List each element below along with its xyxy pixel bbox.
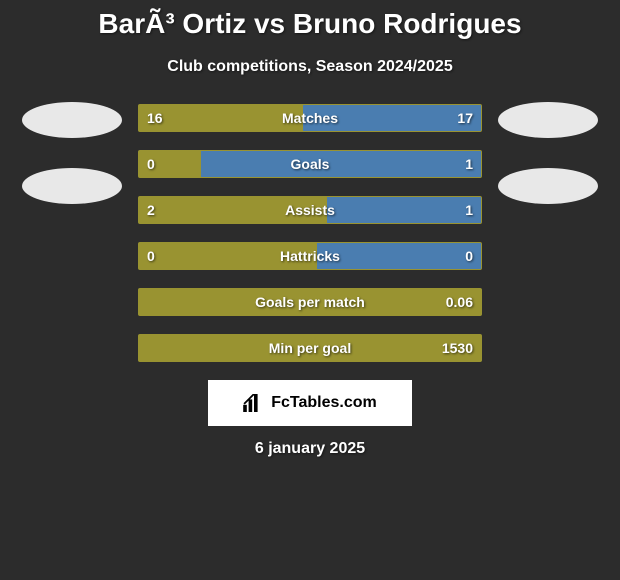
bar-value-right: 1530 [442,340,473,356]
bar-label: Goals per match [139,294,481,310]
logo-box: FcTables.com [208,380,412,426]
stat-bar: 16Matches17 [138,104,482,132]
bar-value-right: 1 [465,202,473,218]
avatar-player2 [498,168,598,204]
bar-value-right: 0.06 [446,294,473,310]
avatar-player1 [22,102,122,138]
stat-bar: Min per goal1530 [138,334,482,362]
date-label: 6 january 2025 [255,440,365,458]
fctables-icon [243,394,265,412]
stat-bar: 0Goals1 [138,150,482,178]
logo-text: FcTables.com [271,394,377,412]
bar-label: Matches [139,110,481,126]
chart-area: 16Matches170Goals12Assists10Hattricks0Go… [22,104,598,362]
avatar-col-right [498,102,598,204]
bar-value-right: 1 [465,156,473,172]
bar-value-right: 17 [457,110,473,126]
avatar-col-left [22,102,122,204]
stat-bar: 0Hattricks0 [138,242,482,270]
subtitle: Club competitions, Season 2024/2025 [167,58,452,76]
page-title: BarÃ³ Ortiz vs Bruno Rodrigues [98,8,521,40]
bar-label: Min per goal [139,340,481,356]
avatar-player1 [22,168,122,204]
bar-label: Hattricks [139,248,481,264]
stat-bar: 2Assists1 [138,196,482,224]
bar-value-right: 0 [465,248,473,264]
bar-label: Assists [139,202,481,218]
stat-bar: Goals per match0.06 [138,288,482,316]
comparison-card: BarÃ³ Ortiz vs Bruno Rodrigues Club comp… [0,0,620,458]
bars-col: 16Matches170Goals12Assists10Hattricks0Go… [138,104,482,362]
avatar-player2 [498,102,598,138]
bar-label: Goals [139,156,481,172]
